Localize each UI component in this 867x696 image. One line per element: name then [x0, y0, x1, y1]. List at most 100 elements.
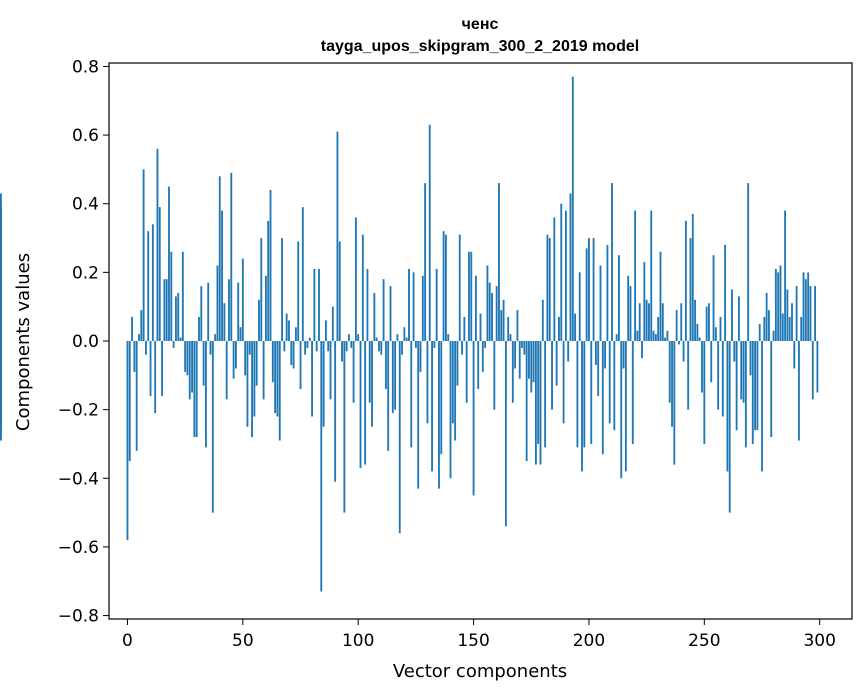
bar: [754, 341, 757, 431]
bar: [412, 272, 415, 341]
bar: [331, 306, 334, 341]
bar: [403, 327, 406, 341]
bar: [675, 310, 678, 341]
bar: [553, 217, 556, 341]
bar: [191, 341, 193, 393]
bar: [703, 341, 706, 444]
y-tick-label: 0.6: [72, 126, 99, 146]
bar: [145, 341, 147, 355]
bar: [394, 341, 397, 410]
bar: [463, 316, 466, 341]
bar: [225, 341, 228, 400]
bar: [601, 341, 604, 455]
x-tick-label: 0: [122, 631, 133, 651]
bar: [278, 341, 281, 441]
bar: [421, 275, 424, 341]
bar: [230, 172, 233, 341]
bar: [578, 272, 581, 341]
bar: [357, 334, 360, 341]
bar: [479, 313, 482, 341]
bar: [244, 341, 247, 376]
bar: [631, 341, 634, 444]
bar: [391, 341, 394, 414]
bar: [744, 341, 747, 448]
chart-subtitle: tayga_upos_skipgram_300_2_2019 model: [321, 38, 639, 55]
y-tick-label: −0.6: [58, 538, 99, 558]
y-tick-label: −0.8: [58, 607, 99, 627]
bar: [761, 341, 763, 472]
bar: [671, 341, 673, 427]
bar: [738, 296, 740, 341]
bar: [154, 341, 157, 414]
bar: [781, 313, 784, 341]
bar: [498, 183, 500, 341]
bar: [608, 341, 611, 424]
bar: [491, 292, 493, 341]
bar: [288, 320, 290, 341]
bar: [537, 341, 540, 444]
bar: [131, 316, 133, 341]
bar: [373, 292, 376, 341]
bar: [198, 316, 200, 341]
bar: [719, 316, 722, 341]
bar: [151, 224, 154, 341]
bar: [246, 341, 249, 427]
bar: [299, 341, 302, 390]
bar: [588, 238, 590, 341]
bar: [689, 238, 692, 341]
bar: [668, 341, 671, 403]
bar: [209, 341, 212, 355]
bar: [292, 341, 295, 369]
bar: [652, 330, 655, 341]
bar: [301, 207, 304, 341]
bar: [401, 341, 403, 355]
bar: [142, 169, 145, 341]
bar: [177, 292, 180, 341]
bar: [461, 341, 463, 355]
bar: [696, 323, 699, 341]
y-axis-ticks: −0.8 −0.6 −0.4 −0.2 0.0 0.2 0.4 0.6 0.8: [58, 57, 109, 627]
bar: [297, 241, 300, 341]
bar: [327, 341, 330, 352]
y-tick-label: 0.2: [72, 263, 99, 283]
bar: [800, 316, 803, 341]
bar: [618, 255, 620, 341]
bar: [156, 148, 159, 341]
x-axis-ticks: 0 50 100 150 200 250 300: [122, 619, 836, 651]
bar: [735, 341, 738, 431]
bar: [255, 341, 258, 386]
y-axis-label: Components values: [13, 253, 34, 431]
bar: [793, 341, 796, 369]
bar: [530, 341, 533, 393]
bar: [438, 341, 440, 489]
bar: [258, 299, 260, 341]
bar: [444, 234, 447, 341]
bar: [313, 268, 316, 341]
bar: [324, 320, 327, 341]
bar: [424, 183, 427, 341]
bar: [786, 289, 789, 341]
bar: [149, 341, 152, 396]
bar: [181, 251, 184, 341]
bar: [366, 268, 369, 341]
bar: [408, 268, 410, 341]
bar: [701, 341, 703, 393]
bar: [336, 131, 339, 341]
bar: [442, 231, 445, 341]
bar: [179, 337, 182, 341]
bar: [458, 234, 461, 341]
bar: [264, 275, 267, 341]
bar: [768, 310, 770, 341]
bar: [518, 341, 521, 379]
bar: [168, 186, 170, 341]
bar: [202, 341, 205, 386]
bar: [583, 341, 586, 448]
bar: [378, 341, 380, 352]
bar: [691, 214, 694, 341]
bar: [581, 341, 583, 472]
bar: [184, 341, 187, 372]
bar: [354, 217, 357, 341]
bar: [195, 341, 198, 438]
bar: [507, 316, 510, 341]
bar: [262, 341, 265, 400]
